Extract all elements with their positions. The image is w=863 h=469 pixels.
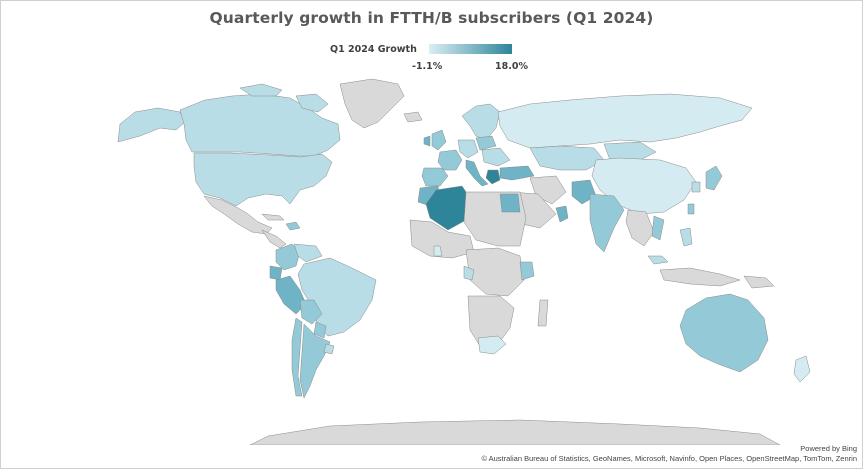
ecuador[interactable] xyxy=(269,265,283,281)
malaysia[interactable] xyxy=(647,255,669,265)
australia[interactable] xyxy=(679,293,769,373)
scandinavia[interactable] xyxy=(461,103,501,141)
new-zealand[interactable] xyxy=(793,355,811,383)
central-america[interactable] xyxy=(261,229,287,249)
angola-zambia[interactable] xyxy=(463,265,475,281)
dominican-republic[interactable] xyxy=(285,221,301,231)
alaska[interactable] xyxy=(117,107,186,143)
eastern-europe[interactable] xyxy=(481,147,511,167)
oman[interactable] xyxy=(555,205,569,223)
philippines[interactable] xyxy=(679,227,693,247)
kazakhstan[interactable] xyxy=(529,145,605,171)
mongolia[interactable] xyxy=(603,141,657,161)
map-attribution: © Australian Bureau of Statistics, GeoNa… xyxy=(481,454,857,463)
cuba[interactable] xyxy=(261,213,285,221)
russia[interactable] xyxy=(497,93,753,149)
madagascar[interactable] xyxy=(537,299,549,327)
paraguay[interactable] xyxy=(313,321,327,339)
poland[interactable] xyxy=(475,135,497,151)
ghana[interactable] xyxy=(433,245,443,257)
japan[interactable] xyxy=(705,165,723,191)
antarctica[interactable] xyxy=(249,419,781,445)
taiwan[interactable] xyxy=(687,203,695,215)
spain-portugal[interactable] xyxy=(421,167,449,187)
uruguay[interactable] xyxy=(323,343,335,355)
greenland[interactable] xyxy=(339,78,405,129)
vietnam[interactable] xyxy=(651,215,665,241)
india[interactable] xyxy=(589,193,625,253)
brazil[interactable] xyxy=(297,257,377,337)
bolivia[interactable] xyxy=(299,299,323,325)
kenya[interactable] xyxy=(519,261,535,281)
canadian-islands[interactable] xyxy=(239,83,283,97)
colombia[interactable] xyxy=(275,243,301,271)
italy[interactable] xyxy=(465,159,489,187)
world-map[interactable] xyxy=(0,70,863,445)
central-africa[interactable] xyxy=(465,247,525,297)
south-africa[interactable] xyxy=(477,335,507,355)
chart-title: Quarterly growth in FTTH/B subscribers (… xyxy=(209,9,654,27)
argentina[interactable] xyxy=(299,323,331,399)
indonesia[interactable] xyxy=(659,267,741,287)
legend-max-value: 18.0% xyxy=(495,61,528,72)
mexico[interactable] xyxy=(203,195,273,235)
egypt[interactable] xyxy=(499,193,521,213)
papua-new-guinea[interactable] xyxy=(743,275,775,289)
greece[interactable] xyxy=(485,169,501,185)
iceland[interactable] xyxy=(403,111,423,123)
china[interactable] xyxy=(591,157,697,215)
algeria[interactable] xyxy=(425,185,471,231)
venezuela[interactable] xyxy=(293,243,323,263)
south-korea[interactable] xyxy=(691,181,701,193)
southern-africa[interactable] xyxy=(467,295,515,347)
legend-min-value: -1.1% xyxy=(412,61,443,72)
ireland[interactable] xyxy=(423,135,431,147)
turkey[interactable] xyxy=(499,165,535,181)
france[interactable] xyxy=(437,149,463,171)
united-states[interactable] xyxy=(193,152,333,207)
southeast-asia[interactable] xyxy=(625,209,655,247)
legend-color-scale xyxy=(429,44,512,54)
baffin-island[interactable] xyxy=(295,93,329,113)
united-kingdom[interactable] xyxy=(431,129,447,151)
germany[interactable] xyxy=(457,139,479,159)
powered-by-text: Powered by Bing xyxy=(800,444,857,453)
chile[interactable] xyxy=(291,317,303,397)
legend-label: Q1 2024 Growth xyxy=(330,44,417,55)
